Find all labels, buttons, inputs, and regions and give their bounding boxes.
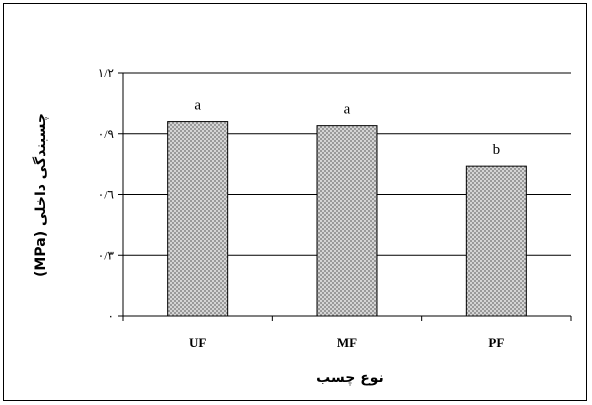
y-tick-label: ٠/٣	[98, 248, 115, 262]
data-label: b	[493, 142, 501, 158]
data-label: a	[194, 98, 201, 114]
x-tick-label: PF	[488, 335, 504, 350]
y-tick-label: ٠/٦	[98, 188, 114, 202]
data-labels: a a b	[194, 98, 500, 159]
x-axis-title: نوع چسب	[316, 370, 384, 386]
y-tick-labels: ٠ ٠/٣ ٠/٦ ٠/٩ ١/٢	[98, 66, 123, 323]
y-tick-label: ٠	[108, 309, 114, 323]
x-tick-label: MF	[337, 335, 357, 350]
bars	[167, 121, 527, 317]
y-tick-label: ١/٢	[98, 66, 114, 80]
y-tick-label: ٠/٩	[98, 127, 114, 141]
bar-uf	[167, 121, 229, 317]
bar-pf	[465, 165, 527, 317]
x-tick-labels: UF MF PF	[122, 316, 572, 350]
x-tick-label: UF	[189, 335, 206, 350]
y-axis-title: چسبندگی داخلی (MPa)	[32, 113, 49, 277]
data-label: a	[344, 102, 351, 118]
bar-mf	[316, 125, 378, 317]
